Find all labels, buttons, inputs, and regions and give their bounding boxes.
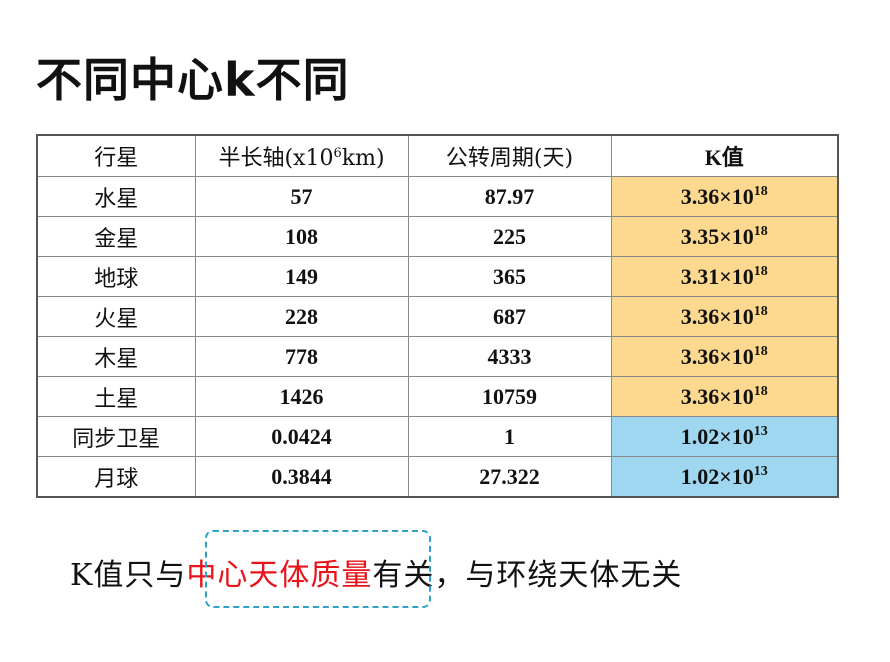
k-value-base: 3.35×10	[680, 223, 754, 249]
k-value: 3.36×1018	[610, 176, 839, 217]
semi-major-axis: 108	[194, 216, 409, 257]
planet-name: 土星	[36, 376, 196, 417]
page-title: 不同中心k不同	[36, 53, 350, 107]
orbital-period: 10759	[407, 376, 612, 417]
planet-name: 地球	[36, 256, 196, 297]
semi-major-axis: 778	[194, 336, 409, 377]
planet-name: 木星	[36, 336, 196, 377]
k-value-exponent: 18	[753, 223, 768, 239]
k-value-base: 3.36×10	[680, 383, 754, 409]
orbital-period: 687	[407, 296, 612, 337]
header-k-value: K值	[610, 134, 839, 177]
caption-after: 有关，与环绕天体无关	[372, 558, 683, 593]
orbital-period: 87.97	[407, 176, 612, 217]
highlight-dashed-box	[205, 530, 431, 608]
semi-major-axis: 1426	[194, 376, 409, 417]
semi-major-axis: 0.3844	[194, 456, 409, 498]
k-value-base: 3.36×10	[680, 303, 754, 329]
orbital-period: 365	[407, 256, 612, 297]
header-planet: 行星	[36, 134, 196, 177]
k-value-exponent: 18	[753, 263, 768, 279]
table-row: 木星 778 4333 3.36×1018	[36, 336, 839, 377]
caption-highlight: 中心天体质量	[186, 558, 373, 593]
k-value-base: 1.02×10	[680, 423, 754, 449]
k-value: 1.02×1013	[610, 456, 839, 498]
kepler-table: 行星 半长轴(x106km) 公转周期(天) K值 水星 57 87.97 3.36×…	[36, 134, 839, 498]
k-value-exponent: 13	[753, 463, 768, 479]
k-value-exponent: 18	[753, 303, 768, 319]
semi-major-axis: 0.0424	[194, 416, 409, 457]
k-value: 3.31×1018	[610, 256, 839, 297]
table-row: 地球 149 365 3.31×1018	[36, 256, 839, 297]
k-value-base: 3.31×10	[680, 263, 754, 289]
k-value-exponent: 18	[753, 383, 768, 399]
k-value-exponent: 18	[753, 343, 768, 359]
table-row: 月球 0.3844 27.322 1.02×1013	[36, 456, 839, 498]
caption: K值只与中心天体质量有关，与环绕天体无关	[70, 550, 682, 594]
table-row: 火星 228 687 3.36×1018	[36, 296, 839, 337]
table-row: 土星 1426 10759 3.36×1018	[36, 376, 839, 417]
k-value: 3.36×1018	[610, 296, 839, 337]
planet-name: 金星	[36, 216, 196, 257]
table-row: 金星 108 225 3.35×1018	[36, 216, 839, 257]
orbital-period: 225	[407, 216, 612, 257]
orbital-period: 4333	[407, 336, 612, 377]
semi-major-axis: 57	[194, 176, 409, 217]
planet-name: 火星	[36, 296, 196, 337]
planet-name: 同步卫星	[36, 416, 196, 457]
k-value-base: 3.36×10	[680, 343, 754, 369]
semi-major-axis: 149	[194, 256, 409, 297]
planet-name: 水星	[36, 176, 196, 217]
k-value: 1.02×1013	[610, 416, 839, 457]
orbital-period: 27.322	[407, 456, 612, 498]
header-semi-major-axis: 半长轴(x106km)	[194, 134, 409, 177]
semi-major-axis: 228	[194, 296, 409, 337]
header-period: 公转周期(天)	[407, 134, 612, 177]
k-value-base: 3.36×10	[680, 183, 754, 209]
table-row: 水星 57 87.97 3.36×1018	[36, 176, 839, 217]
caption-before: K值只与	[70, 558, 187, 593]
orbital-period: 1	[407, 416, 612, 457]
table-header-row: 行星 半长轴(x106km) 公转周期(天) K值	[36, 134, 839, 177]
k-value-base: 1.02×10	[680, 463, 754, 489]
k-value: 3.35×1018	[610, 216, 839, 257]
k-value-exponent: 18	[753, 183, 768, 199]
planet-name: 月球	[36, 456, 196, 498]
k-value: 3.36×1018	[610, 376, 839, 417]
table-row: 同步卫星 0.0424 1 1.02×1013	[36, 416, 839, 457]
k-value: 3.36×1018	[610, 336, 839, 377]
k-value-exponent: 13	[753, 423, 768, 439]
